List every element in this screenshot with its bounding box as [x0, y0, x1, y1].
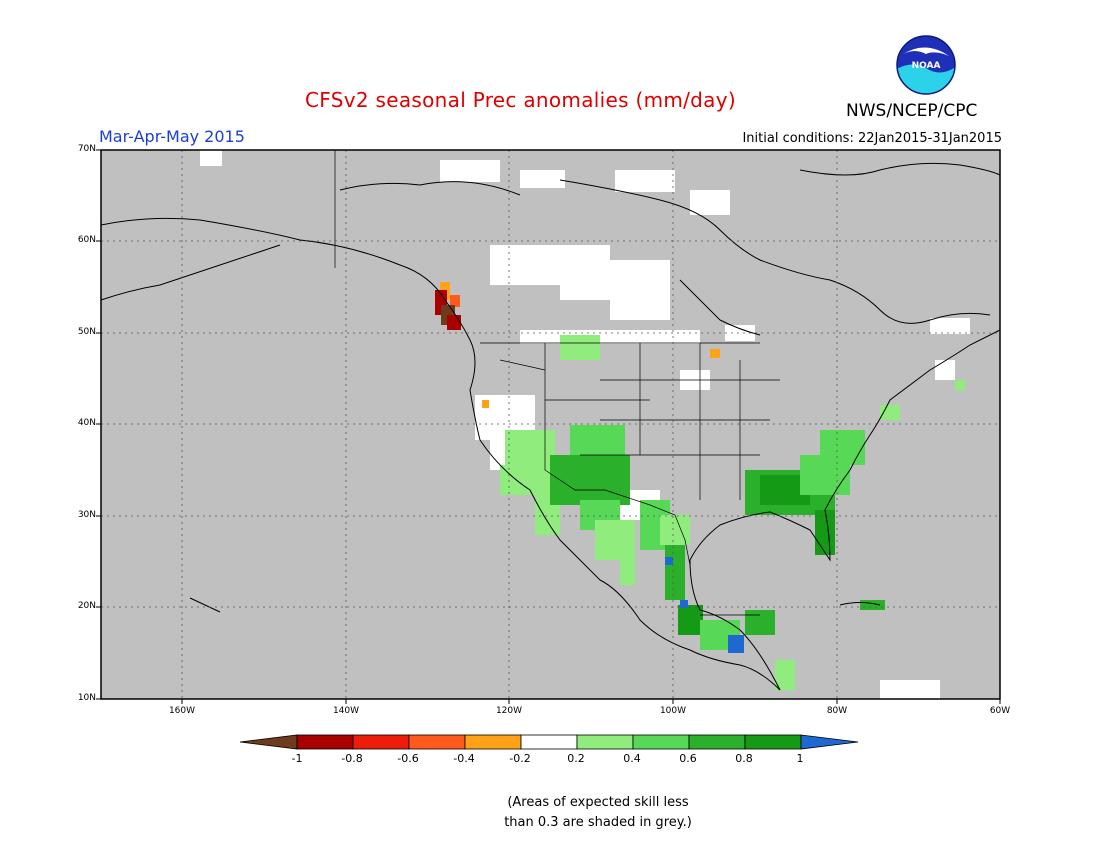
agency-label: NWS/NCEP/CPC — [846, 101, 978, 121]
colorbar-swatch — [632, 734, 690, 750]
coastlines — [100, 162, 1001, 691]
noaa-logo: NOAA — [896, 35, 956, 95]
lon-label-80w: 80W — [826, 706, 848, 716]
colorbar-swatch — [352, 734, 410, 750]
lon-label-100w: 100W — [659, 706, 687, 716]
colorbar-label: -0.4 — [453, 752, 475, 765]
footnote-line-2: than 0.3 are shaded in grey.) — [504, 815, 692, 830]
footnote: (Areas of expected skill less than 0.3 a… — [478, 793, 718, 833]
lat-label-60n: 60N — [77, 235, 96, 245]
colorbar-swatch — [239, 734, 298, 750]
colorbar-label: 0.2 — [567, 752, 585, 765]
colorbar-label: 1 — [796, 752, 804, 765]
map-title: CFSv2 seasonal Prec anomalies (mm/day) — [305, 88, 736, 112]
colorbar — [239, 734, 859, 750]
colorbar-label: -0.8 — [341, 752, 363, 765]
lon-label-140w: 140W — [332, 706, 360, 716]
colorbar-swatch — [408, 734, 466, 750]
lat-label-10n: 10N — [77, 693, 96, 703]
lat-label-20n: 20N — [77, 601, 96, 611]
colorbar-label: -0.6 — [397, 752, 419, 765]
colorbar-swatch — [464, 734, 522, 750]
grid-lines — [101, 150, 1000, 699]
svg-text:NOAA: NOAA — [912, 61, 941, 71]
political-boundaries — [334, 150, 780, 616]
wet-anomaly-areas — [500, 335, 965, 690]
colorbar-swatch — [520, 734, 578, 750]
colorbar-swatch — [744, 734, 802, 750]
lon-label-120w: 120W — [495, 706, 523, 716]
colorbar-swatch — [576, 734, 634, 750]
season-label: Mar-Apr-May 2015 — [99, 127, 245, 146]
initial-conditions-label: Initial conditions: 22Jan2015-31Jan2015 — [742, 131, 1002, 146]
colorbar-swatch — [296, 734, 354, 750]
lat-label-30n: 30N — [77, 510, 96, 520]
map-background — [101, 150, 1000, 699]
axis-ticks — [96, 149, 1001, 704]
lat-label-70n: 70N — [77, 144, 96, 154]
colorbar-label: 0.6 — [679, 752, 697, 765]
lat-label-50n: 50N — [77, 327, 96, 337]
lon-label-60w: 60W — [989, 706, 1011, 716]
colorbar-label: -1 — [291, 752, 303, 765]
colorbar-label: 0.4 — [623, 752, 641, 765]
lat-label-40n: 40N — [77, 418, 96, 428]
footnote-line-1: (Areas of expected skill less — [507, 795, 689, 810]
colorbar-label: 0.8 — [735, 752, 753, 765]
colorbar-swatch — [688, 734, 746, 750]
colorbar-label: -0.2 — [509, 752, 531, 765]
lon-label-160w: 160W — [168, 706, 196, 716]
colorbar-swatch — [800, 734, 859, 750]
